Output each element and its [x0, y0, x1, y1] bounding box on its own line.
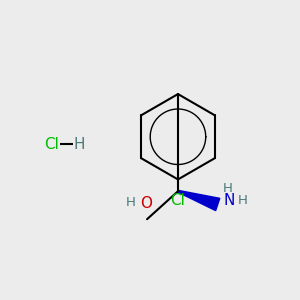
Text: O: O: [140, 196, 152, 211]
Text: H: H: [125, 196, 135, 209]
Text: Cl: Cl: [170, 193, 185, 208]
Text: H: H: [74, 136, 85, 152]
Text: H: H: [238, 194, 248, 207]
Text: Cl: Cl: [44, 136, 59, 152]
Polygon shape: [178, 190, 220, 211]
Text: H: H: [223, 182, 233, 195]
Text: N: N: [224, 193, 235, 208]
